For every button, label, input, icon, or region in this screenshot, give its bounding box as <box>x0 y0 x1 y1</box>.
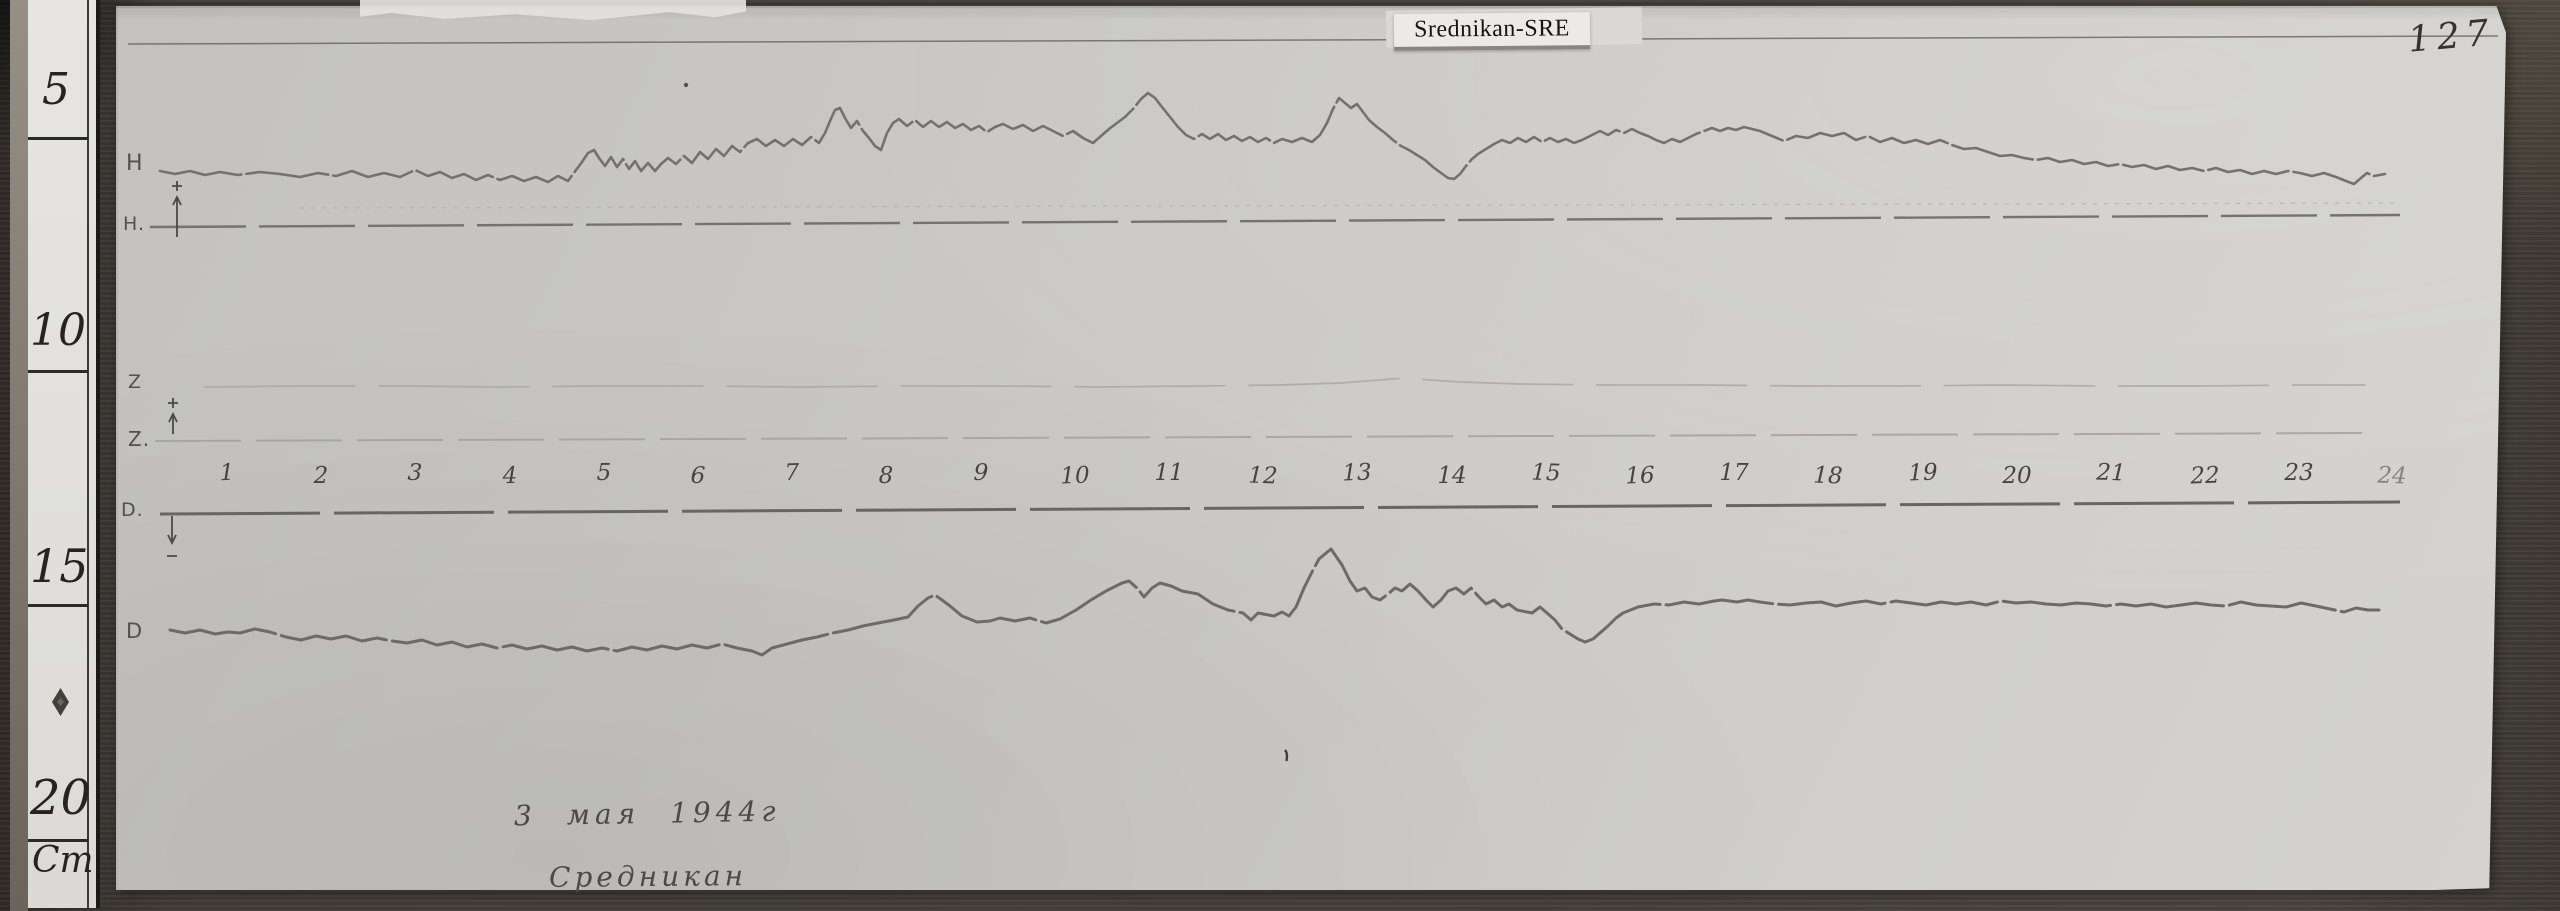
ruler-mark-label: 5 <box>42 64 70 115</box>
hour-tick-label: 9 <box>973 459 989 487</box>
diamond-icon <box>52 688 69 716</box>
trace-label-d0: D. <box>121 499 144 521</box>
page-number: 127 <box>2406 12 2497 61</box>
trace-label-h: H <box>126 151 144 176</box>
trace-label-z: Z <box>128 371 143 393</box>
hour-tick-label: 8 <box>878 463 894 489</box>
hour-tick-label: 21 <box>2095 459 2127 487</box>
ruler-tick <box>28 839 88 842</box>
hour-tick-label: 19 <box>1907 459 1939 487</box>
station-label-text: Srednikan-SRE <box>1413 15 1570 43</box>
ruler-tick <box>28 604 88 607</box>
trace-label-d: D <box>126 619 144 643</box>
trace-label-h0: H. <box>123 213 145 235</box>
hour-tick-label: 17 <box>1719 460 1749 486</box>
hour-tick-label: 3 <box>407 459 423 487</box>
handwritten-station-name: Средникан <box>548 859 748 894</box>
hour-tick-label: 22 <box>2189 462 2221 490</box>
ruler-tick <box>28 137 88 140</box>
hour-tick-label: 4 <box>502 462 518 490</box>
hour-tick-label: 11 <box>1154 460 1184 486</box>
hour-tick-label: 6 <box>690 462 706 490</box>
hour-tick-label: 7 <box>784 459 800 487</box>
ruler-wood-edge <box>10 0 28 911</box>
hour-tick-label: 18 <box>1812 462 1844 490</box>
hour-tick-label: 5 <box>596 460 612 486</box>
hour-tick-label: 24 <box>2376 462 2408 490</box>
hour-tick-label: 12 <box>1247 462 1279 490</box>
handwritten-date: 3 мая 1944г <box>513 794 781 833</box>
hour-tick-label: 20 <box>2002 463 2032 489</box>
measuring-ruler <box>28 0 100 908</box>
hour-tick-label: 16 <box>1624 462 1656 490</box>
hour-tick-label: 13 <box>1341 459 1373 487</box>
ruler-mark-label: 10 <box>30 305 86 356</box>
trace-label-z0: Z. <box>128 427 151 451</box>
magnetogram-paper <box>116 6 2506 890</box>
station-label-sticker: Srednikan-SRE <box>1393 12 1591 51</box>
ruler-mark-label: 20 <box>30 770 92 826</box>
hour-tick-label: 15 <box>1530 459 1562 487</box>
ruler-mark-label: 15 <box>30 539 89 593</box>
ruler-tick <box>28 370 88 373</box>
ruler-unit-label: Cm <box>32 840 94 881</box>
hour-tick-label: 14 <box>1437 463 1467 489</box>
hour-tick-label: 10 <box>1059 462 1091 490</box>
hour-tick-label: 2 <box>313 463 329 489</box>
hour-tick-label: 23 <box>2284 460 2314 486</box>
hour-tick-label: 1 <box>219 459 235 487</box>
